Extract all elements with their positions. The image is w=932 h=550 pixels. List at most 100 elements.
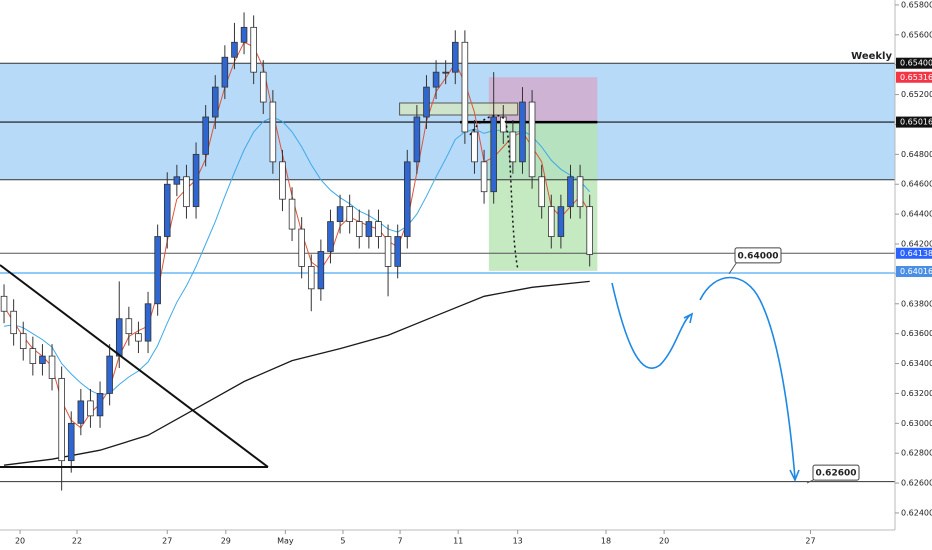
- price-tag-label: 0.65016: [900, 118, 932, 127]
- candle-body: [58, 378, 65, 462]
- candle-body: [10, 310, 17, 335]
- candle-body: [317, 251, 325, 290]
- price-tag: [896, 247, 932, 259]
- callout-label: 0.62600: [816, 469, 857, 479]
- candle-body: [384, 236, 392, 267]
- y-tick-label: 0.65200: [901, 90, 932, 99]
- candle-body: [106, 355, 113, 394]
- candle-body: [548, 206, 555, 237]
- moving-average: [3, 280, 590, 466]
- y-tick-label: 0.63800: [901, 299, 932, 308]
- candle-body: [442, 71, 449, 74]
- y-tick-label: 0.62800: [901, 449, 932, 458]
- y-tick-label: 0.63000: [901, 419, 932, 428]
- candle-body: [403, 161, 411, 237]
- callout-pointer: [728, 261, 738, 275]
- candle-body: [461, 41, 469, 133]
- candle-body: [202, 116, 209, 155]
- candle-body: [500, 116, 507, 133]
- candle-body: [365, 221, 373, 237]
- price-tag-label: 0.65400: [900, 59, 932, 68]
- candle-body: [163, 183, 171, 237]
- candle-layer: [0, 12, 593, 491]
- y-tick-label: 0.64200: [901, 240, 932, 249]
- candle-body: [125, 318, 133, 335]
- candle-body: [346, 206, 353, 222]
- candle-body: [29, 348, 37, 364]
- x-tick-label: 20: [659, 537, 669, 546]
- candle-body: [192, 153, 200, 208]
- candle-body: [96, 393, 104, 417]
- x-tick-label: 11: [453, 537, 463, 546]
- candle-body: [87, 400, 94, 417]
- arrow-head: [683, 312, 694, 324]
- x-tick-label: 7: [398, 537, 403, 546]
- candle-body: [77, 400, 85, 424]
- candle-body: [432, 71, 440, 88]
- candle-body: [336, 206, 344, 222]
- y-tick-label: 0.63600: [901, 329, 932, 338]
- candle-body: [183, 176, 190, 208]
- x-tick-label: 27: [162, 537, 172, 546]
- callout-box: [734, 247, 782, 264]
- candle-body: [231, 41, 238, 58]
- x-tick-label: 27: [805, 537, 815, 546]
- candle-body: [451, 41, 459, 73]
- price-tag-label: 0.65316: [900, 73, 932, 82]
- candle-body: [0, 295, 8, 312]
- candle-body: [586, 206, 593, 255]
- y-tick-label: 0.63400: [901, 359, 932, 368]
- candle-body: [538, 176, 545, 208]
- candle-body: [144, 303, 152, 342]
- price-tag: [896, 71, 932, 83]
- y-tick-label: 0.65800: [901, 0, 932, 9]
- candle-body: [327, 221, 334, 252]
- candle-body: [557, 206, 565, 237]
- candle-body: [19, 333, 27, 350]
- price-tag-label: 0.64138: [900, 249, 932, 258]
- candle-body: [355, 221, 363, 237]
- candle-body: [250, 26, 257, 73]
- candle-body: [259, 71, 267, 103]
- candle-body: [298, 228, 305, 267]
- projection-arrow: [699, 276, 796, 479]
- callout-label: 0.64000: [738, 251, 779, 261]
- candle-body: [528, 101, 536, 178]
- candle-body: [576, 176, 584, 208]
- y-tick-label: 0.62400: [901, 508, 932, 517]
- candle-body: [135, 333, 142, 342]
- candle-body: [211, 86, 219, 118]
- candle-body: [39, 355, 46, 364]
- candle-body: [221, 56, 229, 88]
- x-tick-label: 29: [221, 537, 231, 546]
- callout-box: [812, 464, 860, 481]
- y-tick-label: 0.63200: [901, 389, 932, 398]
- candle-body: [490, 116, 497, 193]
- y-tick-label: 0.64400: [901, 210, 932, 219]
- x-tick-label: 20: [15, 537, 25, 546]
- candle-body: [48, 355, 56, 379]
- projection-arrow: [611, 282, 691, 369]
- candle-body: [423, 86, 430, 118]
- candle-body: [240, 26, 248, 43]
- candle-body: [471, 131, 478, 163]
- level-label: Weekly: [851, 51, 892, 62]
- price-tag-label: 0.64016: [900, 267, 932, 276]
- candle-body: [394, 236, 401, 267]
- candle-body: [67, 422, 75, 462]
- candle-body: [115, 318, 123, 357]
- candle-body: [567, 176, 574, 208]
- x-tick-label: 18: [601, 537, 611, 546]
- price-tag: [896, 265, 932, 277]
- candle-body: [307, 266, 315, 290]
- y-tick-label: 0.64800: [901, 150, 932, 159]
- x-tick-label: 22: [72, 537, 82, 546]
- price-tag: [896, 57, 932, 69]
- y-tick-label: 0.65600: [901, 30, 932, 39]
- x-tick-label: 13: [513, 537, 523, 546]
- arrow-head: [789, 469, 800, 482]
- candle-body: [509, 131, 517, 163]
- candle-body: [480, 161, 488, 193]
